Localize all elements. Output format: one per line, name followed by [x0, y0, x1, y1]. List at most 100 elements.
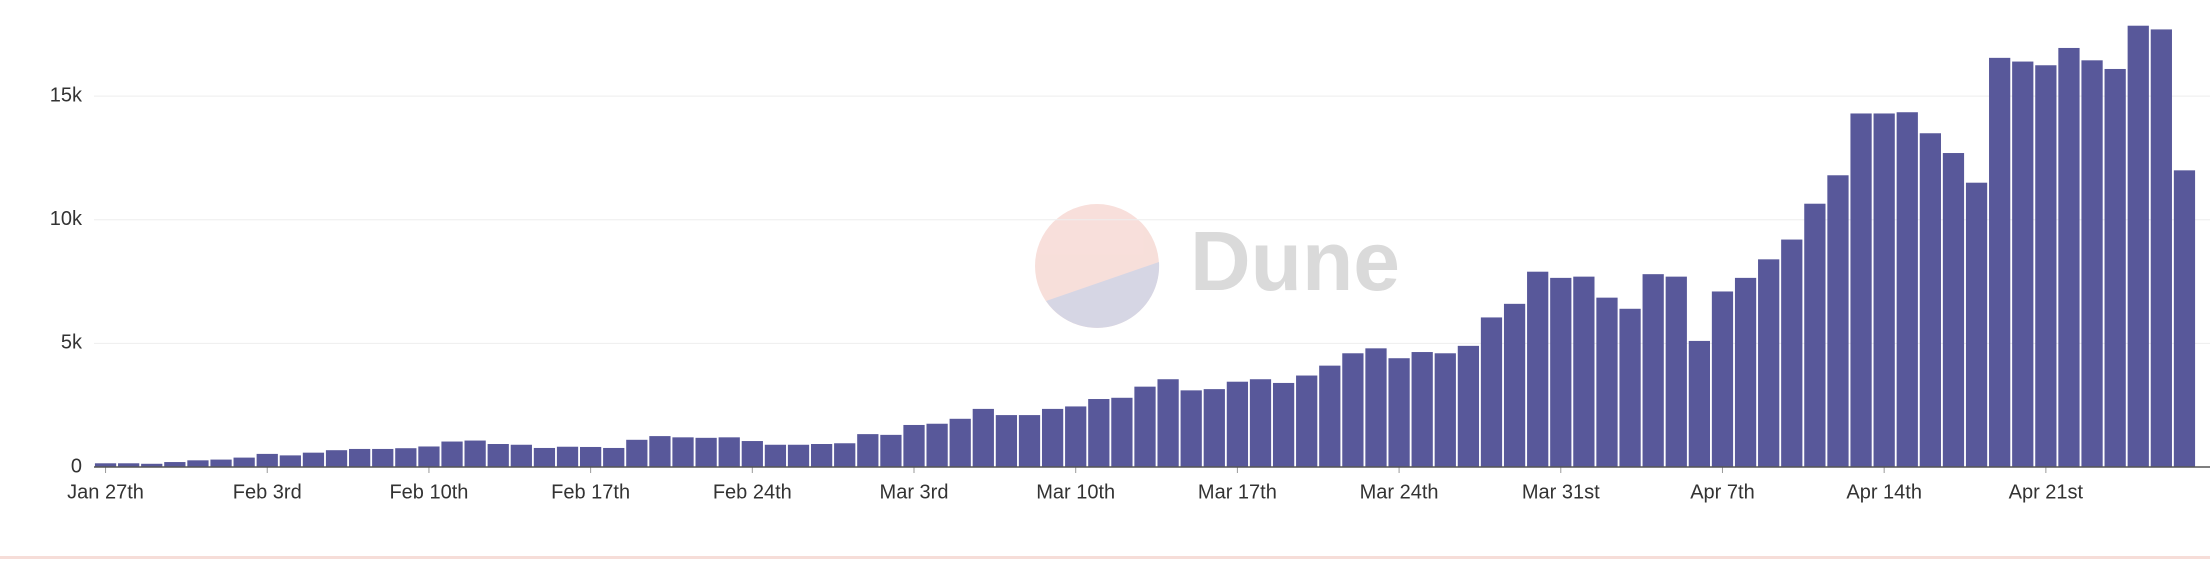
bar [2173, 170, 2196, 468]
bar [1272, 382, 1295, 467]
bar [972, 408, 994, 467]
bar [187, 460, 209, 467]
bar [1688, 340, 1710, 467]
bar [2058, 47, 2080, 467]
bar [1180, 390, 1202, 467]
bar [395, 448, 417, 467]
bar [1319, 365, 1341, 467]
bar [1088, 399, 1110, 467]
bar [510, 444, 532, 467]
bar [556, 446, 579, 467]
bar [1619, 308, 1641, 467]
bar [325, 450, 348, 467]
bar [1965, 182, 1988, 467]
bar [233, 457, 255, 467]
bar [1457, 345, 1480, 467]
bar [1781, 239, 1803, 467]
bar [649, 436, 671, 467]
x-tick-label: Jan 27th [67, 481, 144, 503]
bar [834, 443, 856, 467]
bar [2081, 60, 2103, 467]
bar [487, 444, 509, 467]
bar [741, 441, 763, 467]
x-tick-label: Mar 3rd [880, 481, 949, 503]
bottom-border [0, 556, 2210, 559]
bar [1873, 113, 1895, 467]
bar [1942, 153, 1965, 467]
x-tick-label: Mar 17th [1198, 481, 1277, 503]
y-tick-label: 15k [50, 84, 83, 106]
bar [2127, 25, 2149, 467]
x-tick-label: Feb 3rd [233, 481, 302, 503]
bar [1850, 113, 1872, 467]
bar [2035, 65, 2057, 467]
bar [718, 437, 740, 467]
bar [1111, 397, 1133, 467]
x-tick-label: Mar 24th [1360, 481, 1439, 503]
bar [302, 452, 325, 467]
bar [372, 448, 394, 467]
bar [1296, 375, 1318, 467]
bar [995, 415, 1018, 467]
bar [1157, 379, 1179, 467]
bar [1919, 133, 1941, 467]
x-tick-label: Feb 17th [551, 481, 630, 503]
bar [164, 462, 186, 467]
x-tick-label: Apr 7th [1690, 481, 1754, 503]
watermark-logo-part [1046, 262, 1160, 328]
bar [926, 423, 948, 467]
x-tick-label: Feb 24th [713, 481, 792, 503]
bar [949, 418, 971, 467]
bar [626, 439, 648, 467]
bar [1550, 277, 1572, 467]
bar [1018, 415, 1041, 467]
bar [464, 440, 486, 467]
y-tick-label: 5k [61, 332, 83, 354]
bar [1827, 175, 1849, 467]
bar [441, 441, 463, 467]
bar [1480, 317, 1503, 467]
bar [1249, 379, 1272, 467]
bar [141, 463, 163, 467]
bar [418, 446, 440, 467]
bar [533, 447, 556, 467]
bar [880, 434, 902, 467]
bar [1989, 57, 2011, 467]
bar [1896, 112, 1918, 467]
bar [1734, 277, 1757, 467]
bar [603, 447, 625, 467]
bar [210, 459, 232, 467]
bar [1573, 276, 1595, 467]
bar [1527, 271, 1549, 467]
bar [1804, 203, 1826, 468]
bar [1503, 303, 1526, 467]
bar [1665, 276, 1687, 467]
bar [1226, 381, 1249, 467]
y-tick-label: 0 [71, 455, 82, 477]
bar [1711, 291, 1734, 467]
x-tick-label: Apr 14th [1846, 481, 1922, 503]
bar [1065, 406, 1087, 467]
bar [1596, 297, 1618, 467]
bar [94, 463, 117, 467]
bar [1134, 386, 1156, 467]
y-tick-label: 10k [50, 208, 83, 230]
watermark: Dune [1035, 204, 1400, 328]
bar [2104, 68, 2126, 467]
bar [1434, 353, 1456, 467]
bar [256, 453, 278, 467]
x-tick-label: Apr 21st [2009, 481, 2084, 503]
bar [1342, 353, 1364, 467]
bar [1758, 259, 1780, 467]
bar [1388, 358, 1410, 467]
bar [1411, 352, 1433, 467]
bar [672, 437, 694, 467]
bar [2012, 61, 2034, 468]
bar [695, 437, 717, 467]
bar [764, 444, 787, 467]
watermark-text: Dune [1190, 214, 1400, 308]
bar [1203, 389, 1225, 467]
bar [1642, 274, 1664, 467]
bar [2150, 29, 2172, 468]
